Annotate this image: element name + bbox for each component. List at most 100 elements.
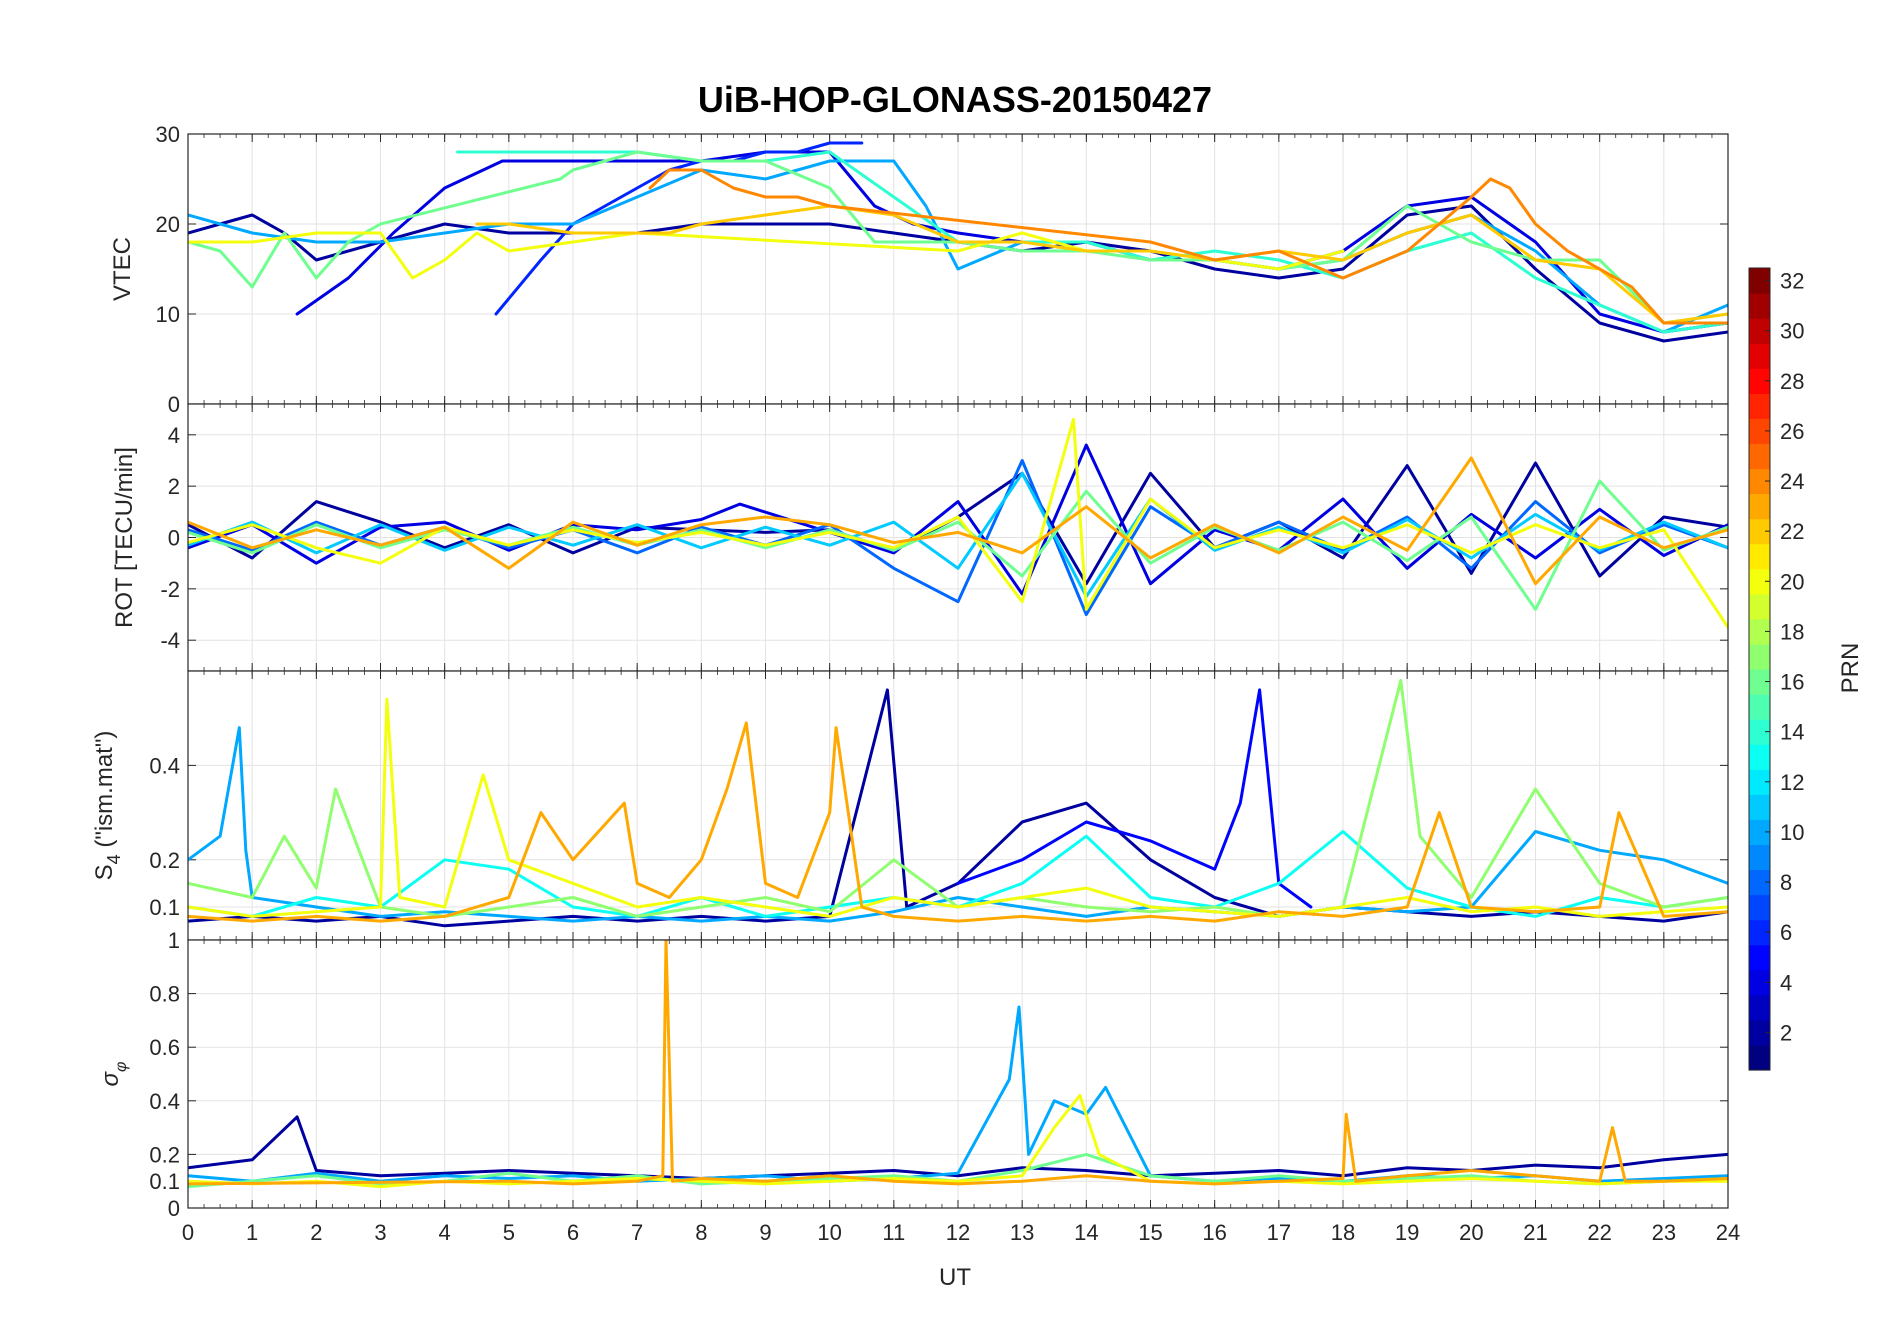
y-tick-label: 4 [168, 423, 180, 448]
y-tick-label: 30 [156, 122, 180, 147]
y-tick-label: 2 [168, 474, 180, 499]
panel-sigma_phi-ylabel: σφ [97, 1062, 130, 1087]
colorbar-tick-label: 18 [1780, 619, 1804, 644]
colorbar-tick-label: 28 [1780, 369, 1804, 394]
x-tick-label: 14 [1074, 1220, 1098, 1245]
y-tick-label: 0 [168, 1196, 180, 1221]
series-prn-23 [188, 940, 1728, 1186]
colorbar-segment [1749, 869, 1770, 896]
x-tick-label: 18 [1331, 1220, 1355, 1245]
series-prn-5 [956, 688, 1313, 909]
x-tick-label: 6 [567, 1220, 579, 1245]
colorbar-segment [1749, 844, 1770, 871]
x-tick-label: 13 [1010, 1220, 1034, 1245]
series-group [188, 940, 1728, 1189]
x-tick-label: 11 [882, 1220, 905, 1245]
colorbar-segment [1749, 1044, 1770, 1071]
series-prn-23 [188, 721, 1728, 923]
colorbar-segment [1749, 593, 1770, 620]
colorbar-tick-label: 30 [1780, 319, 1804, 344]
series-prn-23 [188, 456, 1728, 586]
colorbar-tick-label: 32 [1780, 269, 1804, 294]
colorbar-segment [1749, 944, 1770, 971]
colorbar-segment [1749, 268, 1770, 294]
x-tick-label: 3 [374, 1220, 386, 1245]
colorbar-tick-label: 12 [1780, 770, 1804, 795]
colorbar-segment [1749, 518, 1770, 545]
panel-vtec: 0 10 20 30 VTEC [109, 122, 1729, 417]
x-tick-label: 23 [1652, 1220, 1676, 1245]
colorbar-tick-label: 16 [1780, 670, 1804, 695]
panel-sigma_phi-frame [187, 939, 1729, 1209]
colorbar-segment [1749, 819, 1770, 846]
y-tick-label: 0.4 [149, 1089, 180, 1114]
series-prn-16 [188, 479, 1728, 611]
colorbar-segment [1749, 318, 1770, 344]
y-tick-label: 20 [156, 212, 180, 237]
colorbar-segment [1749, 393, 1770, 419]
y-tick-label: 0.2 [149, 848, 180, 873]
series-prn-20 [188, 417, 1728, 629]
y-tick-label: 0.8 [149, 982, 180, 1007]
series-group [188, 678, 1728, 928]
x-tick-label: 16 [1202, 1220, 1226, 1245]
series-prn-24 [648, 168, 1728, 325]
x-tick-label: 4 [439, 1220, 451, 1245]
colorbar-tick-label: 26 [1780, 419, 1804, 444]
x-tick-label: 2 [310, 1220, 322, 1245]
panel-vtec-ylabel: VTEC [109, 237, 136, 301]
y-tick-label: -4 [160, 628, 180, 653]
colorbar-segment [1749, 694, 1770, 720]
series-prn-10 [188, 726, 1728, 923]
colorbar-tick-label: 2 [1780, 1020, 1792, 1045]
colorbar-segment [1749, 418, 1770, 445]
x-tick-label: 24 [1716, 1220, 1740, 1245]
y-tick-label: 0 [168, 392, 180, 417]
x-tick-labels: 0 1 2 3 4 5 6 7 8 9 10 11 12 13 14 15 16 17 18 19 20 21 22 23 24 [182, 1220, 1740, 1245]
colorbar-tick-label: 6 [1780, 920, 1792, 945]
x-tick-label: 7 [631, 1220, 643, 1245]
colorbar-segment [1749, 969, 1770, 996]
colorbar-tick-label: 20 [1780, 569, 1804, 594]
x-tick-label: 17 [1267, 1220, 1291, 1245]
colorbar-segment [1749, 568, 1770, 595]
x-tick-label: 15 [1138, 1220, 1162, 1245]
x-tick-label: 10 [817, 1220, 841, 1245]
series-prn-22 [475, 204, 1728, 325]
series-prn-17 [188, 678, 1728, 918]
x-tick-label: 5 [503, 1220, 515, 1245]
series-group [188, 141, 1728, 343]
x-tick-label: 0 [182, 1220, 194, 1245]
y-tick-label: 0.1 [149, 1169, 180, 1194]
colorbar-segment [1749, 443, 1770, 470]
x-tick-label: 21 [1523, 1220, 1547, 1245]
colorbar-segment [1749, 368, 1770, 394]
colorbar-tick-label: 8 [1780, 870, 1792, 895]
x-axis-label: UT [939, 1264, 971, 1291]
colorbar-tick-label: 4 [1780, 970, 1792, 995]
colorbar-frame [1748, 267, 1771, 1071]
series-prn-6 [494, 141, 864, 316]
y-tick-label: 0.4 [149, 753, 180, 778]
colorbar-segment [1749, 343, 1770, 369]
chart-title: UiB-HOP-GLONASS-20150427 [698, 79, 1212, 120]
y-tick-label: -2 [160, 577, 180, 602]
colorbar-segment [1749, 894, 1770, 921]
panel-s4: 0.1 0.2 0.4 S4 ("ism.mat") [91, 670, 1729, 941]
y-tick-label: 0.6 [149, 1035, 180, 1060]
y-tick-label: 0.1 [149, 895, 180, 920]
series-prn-2 [188, 688, 1728, 928]
colorbar-segment [1749, 643, 1770, 670]
panel-s4-ylabel: S4 ("ism.mat") [91, 731, 124, 881]
colorbar-tick-label: 10 [1780, 820, 1804, 845]
x-tick-label: 22 [1587, 1220, 1611, 1245]
panel-rot: -4 -2 0 2 4 ROT [TECU/min] [111, 403, 1729, 672]
x-tick-label: 12 [946, 1220, 970, 1245]
x-tick-label: 1 [246, 1220, 258, 1245]
colorbar-segment [1749, 493, 1770, 520]
colorbar-segment [1749, 669, 1770, 695]
colorbar-segment [1749, 543, 1770, 570]
